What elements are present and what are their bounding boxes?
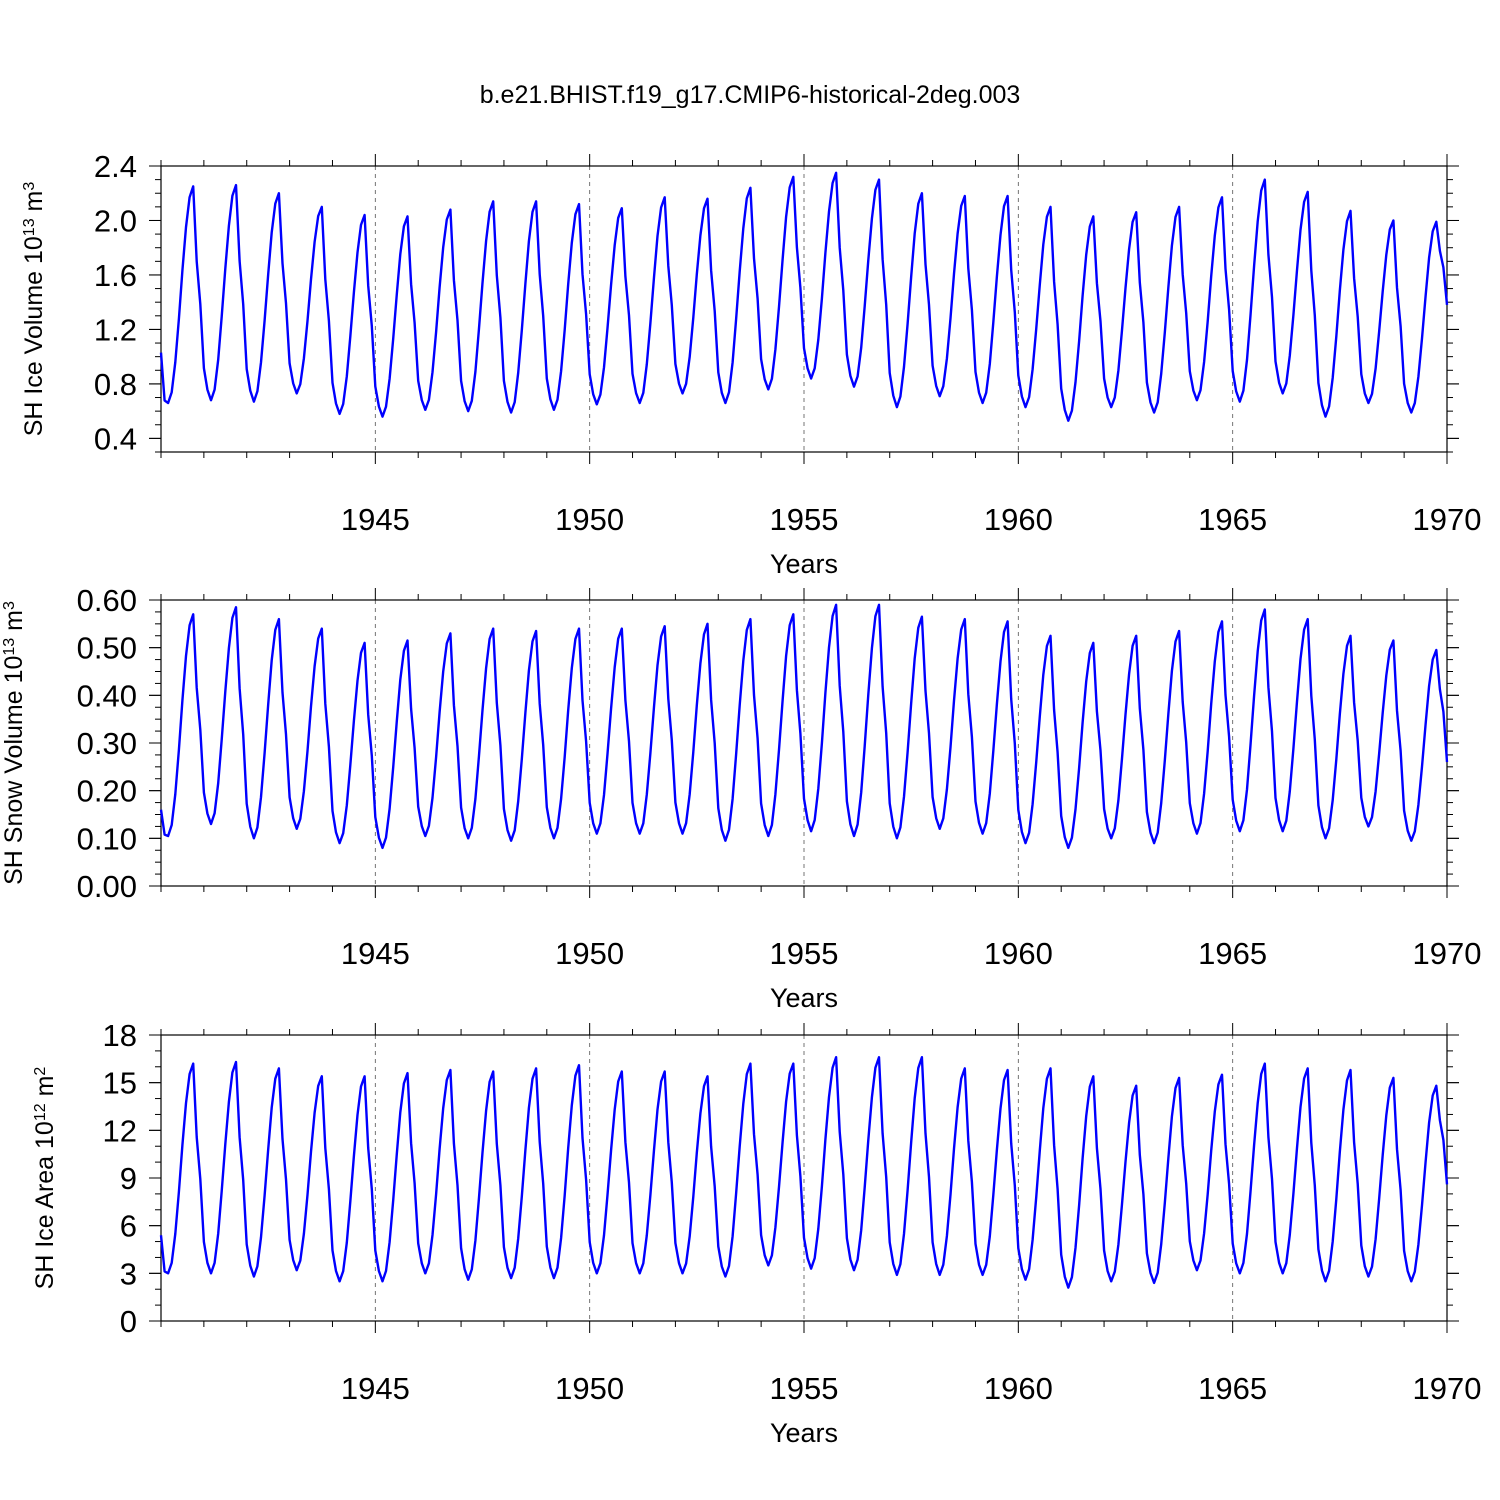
ice-volume-xtick-label: 1960: [984, 502, 1053, 537]
ice-volume-xtick-label: 1945: [341, 502, 410, 537]
snow-volume-xtick-label: 1950: [555, 936, 624, 971]
ice-area-ytick-label: 12: [103, 1113, 137, 1148]
ice-area-ytick-label: 0: [120, 1304, 137, 1339]
ice-volume-ytick-label: 2.4: [94, 149, 137, 184]
ice-volume-xtick-label: 1970: [1413, 502, 1482, 537]
ice-volume-xlabel: Years: [770, 549, 838, 579]
panels: 0.4 0.8 1.2 1.6 2.0 2.4 1945 1950 1955 1960 1965 19…: [0, 149, 1481, 1448]
ice-area-xtick-label: 1965: [1198, 1371, 1267, 1406]
ice-volume-ylabel: SH Ice Volume 1013 m3: [20, 182, 48, 437]
ice-area-ytick-label: 6: [120, 1209, 137, 1244]
snow-volume-ytick-label: 0.60: [77, 583, 137, 618]
ice-volume-ytick-label: 1.6: [94, 258, 137, 293]
ice-area-xtick-label: 1955: [770, 1371, 839, 1406]
snow-volume-ytick-label: 0.30: [77, 726, 137, 761]
ice-area-ytick-label: 15: [103, 1066, 137, 1101]
snow-volume-ytick-label: 0.20: [77, 774, 137, 809]
snow-volume-xtick-label: 1945: [341, 936, 410, 971]
snow-volume-ytick-label: 0.10: [77, 821, 137, 856]
snow-volume-series-line: [159, 603, 1449, 850]
snow-volume-xtick-label: 1960: [984, 936, 1053, 971]
snow-volume-xlabel: Years: [770, 983, 838, 1013]
snow-volume-xtick-label: 1970: [1413, 936, 1482, 971]
ice-volume-ytick-label: 1.2: [94, 312, 137, 347]
ice-volume-ytick-label: 0.8: [94, 367, 137, 402]
ice-volume-ytick-label: 2.0: [94, 203, 137, 238]
ice-area-ytick-label: 3: [120, 1256, 137, 1291]
ice-area-ytick-label: 9: [120, 1161, 137, 1196]
snow-volume-ytick-label: 0.00: [77, 869, 137, 904]
ice-volume-xtick-label: 1965: [1198, 502, 1267, 537]
ice-volume-xtick-label: 1955: [770, 502, 839, 537]
ice-area-series-line: [159, 1056, 1449, 1289]
ice-volume-series-line: [159, 171, 1449, 422]
figure-title: b.e21.BHIST.f19_g17.CMIP6-historical-2de…: [480, 81, 1021, 109]
ice-area-xtick-label: 1945: [341, 1371, 410, 1406]
ice-volume-ytick-label: 0.4: [94, 421, 137, 456]
ice-area-xtick-label: 1970: [1413, 1371, 1482, 1406]
snow-volume-ylabel: SH Snow Volume 1013 m3: [0, 601, 28, 885]
snow-volume-xtick-label: 1955: [770, 936, 839, 971]
snow-volume-panel: 0.00 0.10 0.20 0.30 0.40 0.50 0.60 1945 1950 1955…: [0, 583, 1481, 1013]
snow-volume-xtick-label: 1965: [1198, 936, 1267, 971]
snow-volume-ytick-label: 0.40: [77, 678, 137, 713]
ice-area-panel: 0 3 6 9 12 15 18 1945 1950 1955 1960 1965 1970 Years S…: [31, 1018, 1481, 1448]
ice-area-xtick-label: 1960: [984, 1371, 1053, 1406]
snow-volume-ytick-label: 0.50: [77, 631, 137, 666]
ice-area-xtick-label: 1950: [555, 1371, 624, 1406]
ice-area-xlabel: Years: [770, 1418, 838, 1448]
ice-area-ylabel: SH Ice Area 1012 m2: [31, 1067, 59, 1290]
ice-area-ytick-label: 18: [103, 1018, 137, 1053]
ice-volume-panel: 0.4 0.8 1.2 1.6 2.0 2.4 1945 1950 1955 1960 1965 19…: [20, 149, 1481, 579]
ice-volume-xtick-label: 1950: [555, 502, 624, 537]
